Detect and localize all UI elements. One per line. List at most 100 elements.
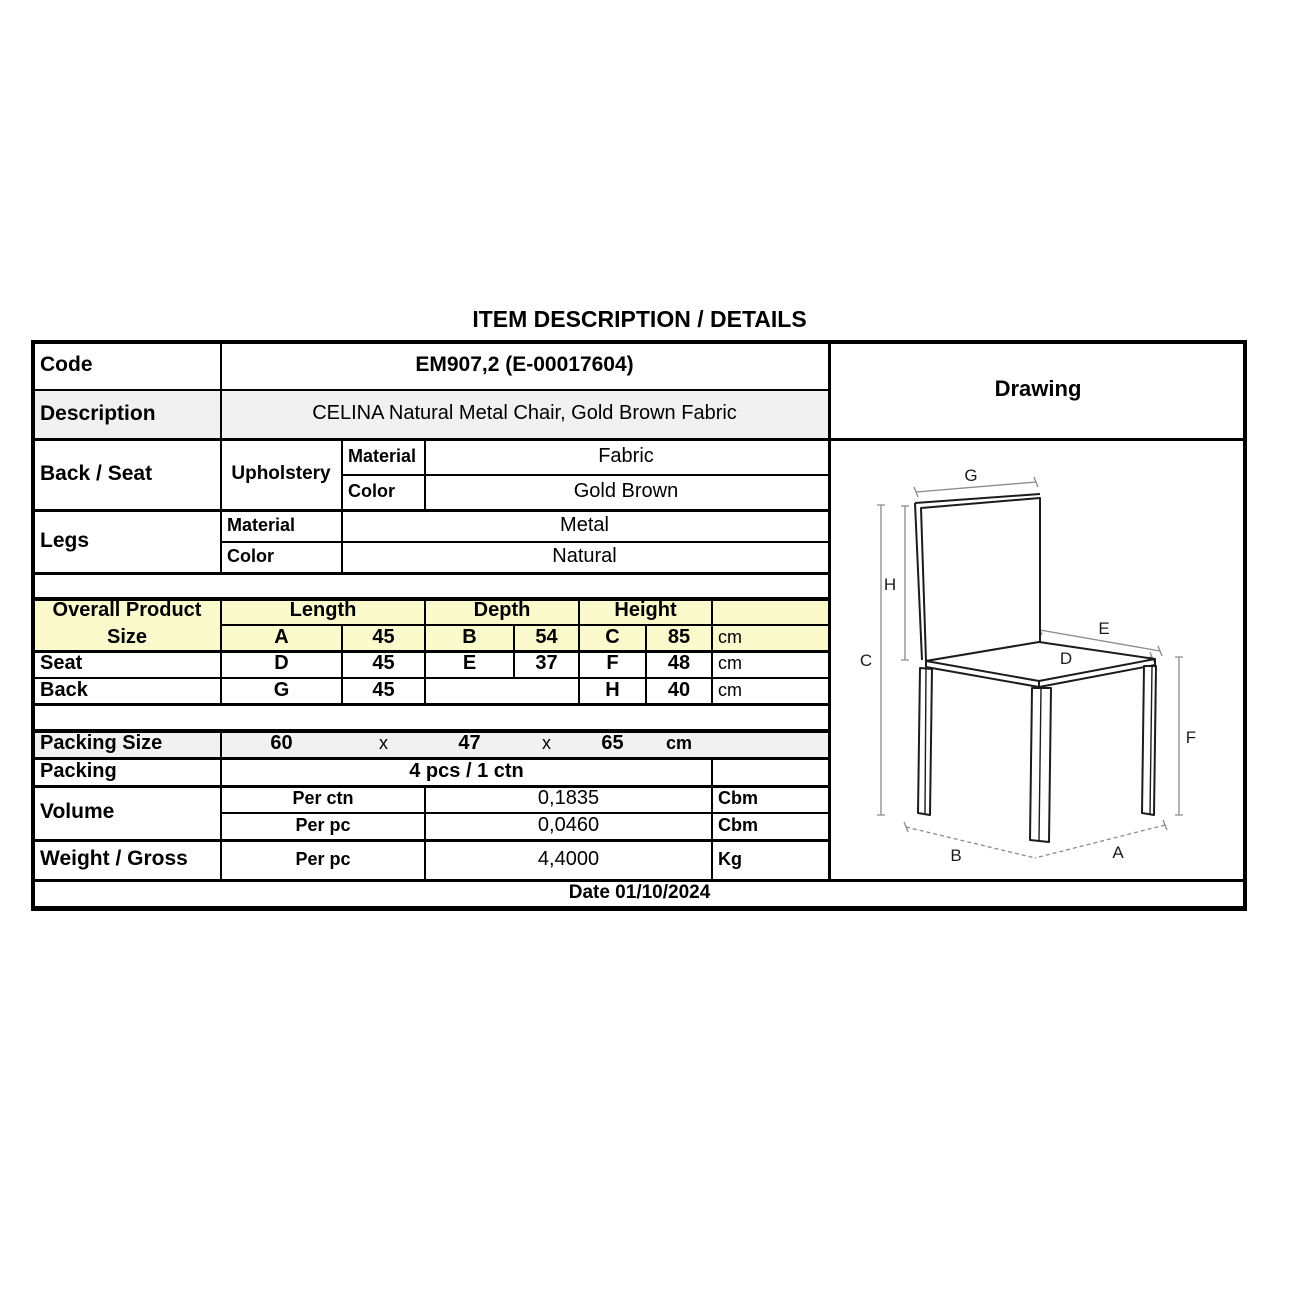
grid-line bbox=[33, 597, 830, 601]
seat-length-value: 45 bbox=[372, 652, 395, 674]
description-value: CELINA Natural Metal Chair, Gold Brown F… bbox=[312, 402, 737, 424]
packing-size-width: 60 bbox=[270, 731, 293, 754]
dim-label-c: C bbox=[860, 651, 872, 670]
weight-label: Weight / Gross bbox=[40, 847, 188, 870]
dim-label-e: E bbox=[1098, 619, 1109, 638]
chair-technical-drawing: G H C E D F B A bbox=[860, 466, 1196, 865]
overall-size-band bbox=[33, 597, 830, 650]
overall-depth-key: B bbox=[462, 625, 477, 648]
weight-per-label: Per pc bbox=[295, 848, 351, 869]
grid-line bbox=[645, 624, 647, 703]
description-row-band bbox=[33, 391, 830, 438]
dim-label-d: D bbox=[1060, 649, 1072, 668]
packing-size-band bbox=[33, 729, 830, 757]
back-length-key: G bbox=[273, 678, 290, 701]
packing-size-x2: x bbox=[542, 732, 551, 753]
code-value: EM907,2 (E-00017604) bbox=[415, 352, 634, 376]
legs-color-label: Color bbox=[227, 546, 274, 566]
overall-depth-value: 54 bbox=[535, 625, 558, 648]
grid-line bbox=[220, 340, 222, 572]
overall-unit: cm bbox=[718, 626, 742, 647]
volume-per-ctn-value: 0,1835 bbox=[537, 787, 600, 809]
back-length-value: 45 bbox=[372, 678, 395, 701]
grid-line bbox=[221, 541, 830, 543]
grid-line bbox=[711, 597, 713, 703]
grid-line bbox=[33, 757, 830, 760]
volume-per-ctn-unit: Cbm bbox=[718, 788, 758, 808]
grid-line bbox=[221, 812, 830, 814]
legs-label: Legs bbox=[40, 528, 90, 552]
overall-height-key: C bbox=[605, 625, 620, 648]
height-column-header: Height bbox=[614, 599, 677, 621]
seat-unit: cm bbox=[718, 653, 742, 673]
grid-line bbox=[578, 597, 580, 703]
grid-line bbox=[221, 624, 830, 626]
description-label: Description bbox=[40, 401, 156, 425]
back-seat-material-label: Material bbox=[348, 445, 417, 466]
packing-size-unit: cm bbox=[665, 732, 692, 753]
dim-label-b: B bbox=[950, 846, 961, 865]
grid-line bbox=[424, 438, 426, 509]
grid-line bbox=[33, 509, 830, 512]
upholstery-label: Upholstery bbox=[231, 462, 331, 484]
grid-line bbox=[33, 703, 830, 706]
back-seat-label: Back / Seat bbox=[40, 461, 153, 485]
legs-material-value: Metal bbox=[560, 513, 609, 536]
grid-line bbox=[33, 438, 1246, 441]
grid-line bbox=[33, 677, 830, 679]
volume-label: Volume bbox=[40, 800, 115, 823]
packing-size-x1: x bbox=[379, 732, 388, 753]
grid-line bbox=[33, 785, 830, 788]
grid-line bbox=[33, 389, 830, 391]
grid-line bbox=[33, 839, 830, 842]
grid-line bbox=[341, 624, 343, 703]
depth-column-header: Depth bbox=[473, 599, 531, 621]
grid-line bbox=[424, 785, 426, 879]
grid-line bbox=[220, 729, 222, 879]
packing-size-depth: 47 bbox=[458, 731, 481, 754]
date-value: Date 01/10/2024 bbox=[568, 882, 711, 903]
dim-label-a: A bbox=[1112, 843, 1124, 862]
packing-size-label: Packing Size bbox=[40, 731, 163, 754]
grid-line bbox=[513, 624, 515, 677]
grid-line bbox=[33, 572, 830, 575]
packing-label: Packing bbox=[40, 759, 117, 782]
drawing-divider bbox=[828, 340, 831, 879]
back-seat-color-value: Gold Brown bbox=[573, 480, 679, 502]
grid-line bbox=[341, 438, 343, 572]
legs-material-label: Material bbox=[227, 514, 296, 535]
back-seat-color-label: Color bbox=[348, 481, 395, 501]
back-row-label: Back bbox=[40, 678, 88, 701]
drawing-header: Drawing bbox=[994, 376, 1082, 401]
overall-height-value: 85 bbox=[667, 625, 691, 648]
back-seat-material-value: Fabric bbox=[598, 444, 654, 467]
weight-value: 4,4000 bbox=[537, 847, 600, 870]
seat-depth-value: 37 bbox=[535, 652, 558, 674]
volume-per-pc-value: 0,0460 bbox=[537, 814, 600, 836]
page-title: ITEM DESCRIPTION / DETAILS bbox=[472, 305, 807, 332]
dim-label-g: G bbox=[964, 466, 977, 485]
volume-per-pc-label: Per pc bbox=[295, 815, 351, 835]
seat-row-label: Seat bbox=[40, 652, 83, 674]
grid-line bbox=[711, 757, 713, 879]
dimension-label-group: G H C E D F B A bbox=[860, 466, 1196, 865]
weight-unit: Kg bbox=[718, 848, 742, 869]
table-border-right bbox=[1243, 340, 1247, 911]
packing-value: 4 pcs / 1 ctn bbox=[409, 759, 524, 782]
table-border-bottom bbox=[33, 906, 1246, 911]
volume-per-ctn-label: Per ctn bbox=[292, 788, 354, 808]
overall-length-key: A bbox=[274, 625, 289, 648]
dim-label-f: F bbox=[1186, 728, 1196, 747]
back-height-key: H bbox=[605, 678, 620, 701]
table-border-top bbox=[33, 340, 1246, 344]
seat-height-value: 48 bbox=[667, 652, 691, 674]
seat-depth-key: E bbox=[462, 652, 477, 674]
grid-line bbox=[33, 729, 830, 733]
legs-color-value: Natural bbox=[552, 545, 617, 567]
length-column-header: Length bbox=[289, 599, 357, 621]
back-height-value: 40 bbox=[667, 678, 691, 701]
packing-size-height: 65 bbox=[601, 731, 624, 754]
overall-product-label-line2: Size bbox=[106, 625, 148, 648]
table-border-left bbox=[31, 340, 35, 911]
